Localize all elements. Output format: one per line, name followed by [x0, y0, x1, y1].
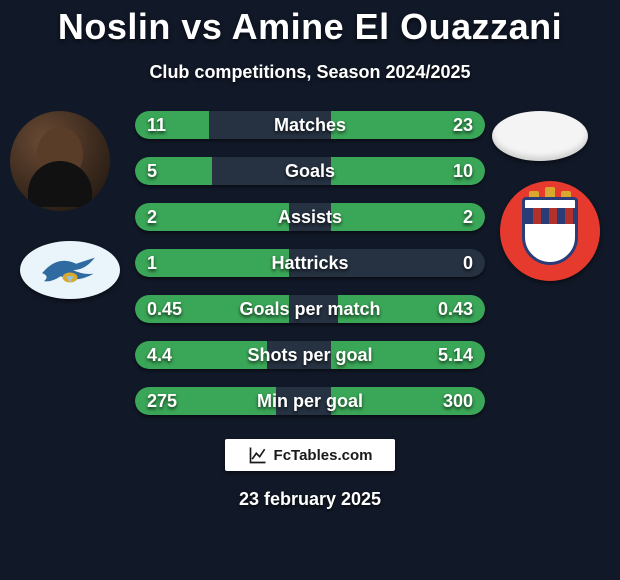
stat-value-right: 0.43: [438, 299, 473, 320]
stats-list: 11Matches235Goals102Assists21Hattricks00…: [135, 111, 485, 415]
stat-row: 2Assists2: [135, 203, 485, 231]
stat-value-right: 10: [453, 161, 473, 182]
club-left-badge: [20, 241, 120, 299]
stat-row: 1Hattricks0: [135, 249, 485, 277]
stat-row: 0.45Goals per match0.43: [135, 295, 485, 323]
stat-label: Shots per goal: [135, 345, 485, 366]
stat-row: 5Goals10: [135, 157, 485, 185]
player-right-avatar-placeholder: [492, 111, 588, 161]
comparison-container: 11Matches235Goals102Assists21Hattricks00…: [0, 111, 620, 415]
player-left-avatar: [10, 111, 110, 211]
lazio-eagle-icon: [39, 250, 101, 290]
subtitle: Club competitions, Season 2024/2025: [0, 62, 620, 83]
braga-shield-icon: [522, 197, 578, 265]
stat-label: Matches: [135, 115, 485, 136]
stat-value-right: 5.14: [438, 345, 473, 366]
site-label: FcTables.com: [274, 447, 373, 464]
stat-row: 4.4Shots per goal5.14: [135, 341, 485, 369]
stat-label: Goals: [135, 161, 485, 182]
stat-row: 275Min per goal300: [135, 387, 485, 415]
stat-row: 11Matches23: [135, 111, 485, 139]
stat-label: Hattricks: [135, 253, 485, 274]
stat-value-right: 2: [463, 207, 473, 228]
stat-label: Assists: [135, 207, 485, 228]
chart-icon: [248, 445, 268, 465]
stat-label: Goals per match: [135, 299, 485, 320]
page-title: Noslin vs Amine El Ouazzani: [0, 0, 620, 48]
stat-value-right: 300: [443, 391, 473, 412]
stat-value-right: 23: [453, 115, 473, 136]
stat-label: Min per goal: [135, 391, 485, 412]
club-right-badge: [500, 181, 600, 281]
date-text: 23 february 2025: [0, 489, 620, 510]
site-badge[interactable]: FcTables.com: [225, 439, 395, 471]
stat-value-right: 0: [463, 253, 473, 274]
